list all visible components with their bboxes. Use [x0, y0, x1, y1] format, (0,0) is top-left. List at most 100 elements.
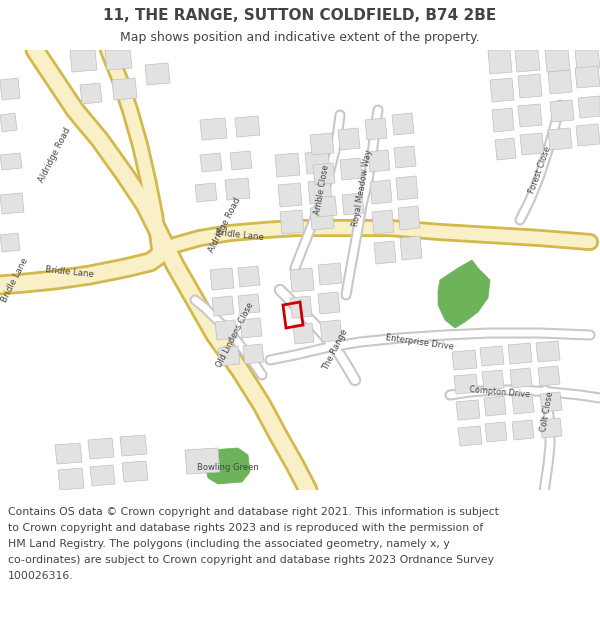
Polygon shape: [318, 292, 340, 314]
Polygon shape: [0, 113, 17, 132]
Polygon shape: [510, 368, 532, 388]
Polygon shape: [90, 465, 115, 486]
Text: Contains OS data © Crown copyright and database right 2021. This information is : Contains OS data © Crown copyright and d…: [8, 507, 499, 517]
Polygon shape: [508, 343, 532, 364]
Polygon shape: [218, 346, 240, 366]
Polygon shape: [212, 296, 234, 316]
Polygon shape: [243, 344, 264, 364]
Text: HM Land Registry. The polygons (including the associated geometry, namely x, y: HM Land Registry. The polygons (includin…: [8, 539, 450, 549]
Text: 11, THE RANGE, SUTTON COLDFIELD, B74 2BE: 11, THE RANGE, SUTTON COLDFIELD, B74 2BE: [103, 8, 497, 22]
Polygon shape: [438, 260, 490, 328]
Polygon shape: [320, 320, 342, 342]
Polygon shape: [200, 153, 222, 172]
Text: Old Lindens Close: Old Lindens Close: [215, 301, 255, 369]
Polygon shape: [398, 206, 420, 230]
Polygon shape: [275, 153, 300, 177]
Polygon shape: [55, 443, 82, 464]
Polygon shape: [120, 435, 147, 456]
Polygon shape: [515, 50, 540, 72]
Polygon shape: [540, 418, 562, 438]
Polygon shape: [70, 50, 97, 72]
Polygon shape: [540, 392, 562, 412]
Text: 100026316.: 100026316.: [8, 571, 74, 581]
Text: Bowling Green: Bowling Green: [197, 462, 259, 471]
Polygon shape: [200, 118, 227, 140]
Polygon shape: [290, 296, 312, 318]
Polygon shape: [548, 128, 572, 150]
Text: Bridle Lane: Bridle Lane: [0, 256, 30, 304]
Polygon shape: [480, 346, 504, 366]
Text: Forest Close: Forest Close: [527, 146, 553, 194]
Text: Colt Close: Colt Close: [539, 391, 555, 432]
Polygon shape: [545, 50, 570, 72]
Text: Aldridge Road: Aldridge Road: [207, 196, 243, 254]
Polygon shape: [575, 50, 600, 70]
Polygon shape: [365, 118, 387, 140]
Polygon shape: [313, 163, 335, 185]
Polygon shape: [495, 138, 516, 160]
Text: Bridle Lane: Bridle Lane: [215, 228, 265, 242]
Polygon shape: [482, 370, 504, 390]
Polygon shape: [0, 233, 20, 252]
Polygon shape: [230, 151, 252, 170]
Polygon shape: [342, 193, 364, 215]
Polygon shape: [538, 366, 560, 386]
Polygon shape: [512, 420, 534, 440]
Polygon shape: [310, 133, 334, 155]
Polygon shape: [195, 183, 217, 202]
Polygon shape: [240, 318, 262, 338]
Polygon shape: [235, 116, 260, 137]
Polygon shape: [484, 396, 506, 416]
Polygon shape: [185, 448, 220, 474]
Polygon shape: [492, 108, 514, 132]
Polygon shape: [338, 128, 360, 150]
Polygon shape: [205, 448, 250, 484]
Polygon shape: [374, 241, 396, 264]
Polygon shape: [578, 96, 600, 118]
Polygon shape: [576, 124, 600, 146]
Polygon shape: [293, 323, 314, 344]
Polygon shape: [575, 66, 600, 88]
Text: Royal Meadow Way: Royal Meadow Way: [351, 149, 373, 227]
Polygon shape: [105, 50, 132, 70]
Polygon shape: [238, 266, 260, 287]
Polygon shape: [392, 113, 414, 135]
Polygon shape: [396, 176, 418, 200]
Polygon shape: [0, 153, 22, 170]
Polygon shape: [0, 78, 20, 100]
Text: Amble Close: Amble Close: [313, 164, 331, 216]
Polygon shape: [488, 50, 512, 74]
Polygon shape: [485, 422, 507, 442]
Polygon shape: [550, 100, 574, 122]
Polygon shape: [210, 268, 234, 290]
Text: Aldridge Road: Aldridge Road: [37, 126, 73, 184]
Polygon shape: [518, 104, 542, 127]
Polygon shape: [520, 133, 544, 155]
Polygon shape: [122, 461, 148, 482]
Polygon shape: [238, 294, 260, 314]
Polygon shape: [318, 263, 342, 285]
Polygon shape: [145, 63, 170, 85]
Polygon shape: [310, 206, 334, 230]
Polygon shape: [0, 193, 24, 214]
Polygon shape: [80, 83, 102, 104]
Polygon shape: [456, 400, 480, 420]
Text: Enterprise Drive: Enterprise Drive: [385, 332, 455, 351]
Polygon shape: [368, 150, 390, 172]
Polygon shape: [225, 178, 250, 200]
Polygon shape: [400, 236, 422, 260]
Polygon shape: [280, 210, 304, 234]
Polygon shape: [112, 78, 137, 100]
Text: The Range: The Range: [321, 328, 349, 372]
Polygon shape: [454, 374, 478, 394]
Polygon shape: [490, 78, 514, 102]
Polygon shape: [548, 70, 572, 94]
Polygon shape: [315, 196, 337, 217]
Polygon shape: [58, 468, 84, 490]
Polygon shape: [215, 320, 237, 340]
Polygon shape: [458, 426, 482, 446]
Polygon shape: [394, 146, 416, 168]
Polygon shape: [452, 350, 477, 370]
Polygon shape: [518, 74, 542, 98]
Text: Bridle Lane: Bridle Lane: [45, 265, 95, 279]
